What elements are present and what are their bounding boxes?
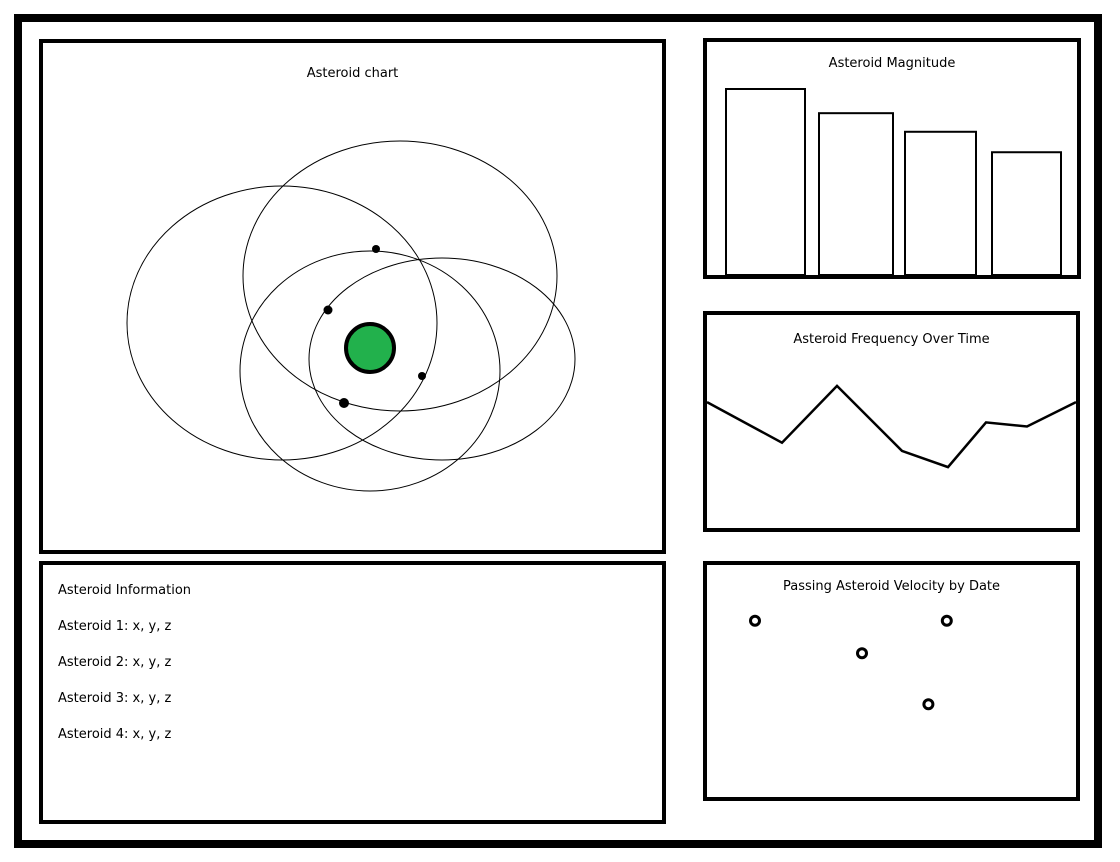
magnitude-bar bbox=[904, 130, 977, 276]
magnitude-chart-title: Asteroid Magnitude bbox=[828, 56, 956, 71]
orbit-ellipse bbox=[239, 250, 501, 492]
info-line-asteroid-1: Asteroid 1: x, y, z bbox=[58, 619, 172, 634]
velocity-scatter-chart bbox=[749, 614, 953, 711]
asteroid-info-panel: Asteroid Information Asteroid 1: x, y, z… bbox=[39, 561, 666, 824]
velocity-point bbox=[856, 647, 868, 660]
info-line-asteroid-2: Asteroid 2: x, y, z bbox=[58, 655, 172, 670]
velocity-chart-title: Passing Asteroid Velocity by Date bbox=[782, 579, 1001, 594]
frequency-line-chart bbox=[706, 384, 1077, 469]
asteroid-marker[interactable] bbox=[339, 398, 349, 408]
velocity-point bbox=[749, 614, 761, 627]
velocity-point bbox=[940, 614, 953, 627]
info-line-asteroid-3: Asteroid 3: x, y, z bbox=[58, 691, 172, 706]
asteroid-chart-title: Asteroid chart bbox=[306, 66, 399, 81]
asteroid-marker[interactable] bbox=[372, 245, 380, 253]
info-line-asteroid-4: Asteroid 4: x, y, z bbox=[58, 727, 172, 742]
asteroid-marker[interactable] bbox=[418, 372, 426, 380]
magnitude-bar bbox=[818, 112, 894, 277]
magnitude-bar-chart bbox=[725, 88, 1062, 277]
frequency-series-line bbox=[706, 384, 1077, 469]
asteroid-marker[interactable] bbox=[323, 305, 333, 315]
orbit-diagram bbox=[126, 140, 576, 492]
info-title: Asteroid Information bbox=[58, 583, 192, 598]
magnitude-bar bbox=[991, 151, 1062, 276]
frequency-chart-panel: Asteroid Frequency Over Time bbox=[703, 311, 1080, 532]
orbit-ellipse bbox=[308, 257, 576, 461]
magnitude-chart-panel: Asteroid Magnitude bbox=[703, 38, 1081, 279]
asteroid-chart-panel: Asteroid chart bbox=[39, 39, 666, 554]
velocity-chart-panel: Passing Asteroid Velocity by Date bbox=[703, 561, 1080, 801]
frequency-chart-title: Asteroid Frequency Over Time bbox=[793, 332, 990, 347]
velocity-point bbox=[922, 698, 935, 711]
sun-marker[interactable] bbox=[344, 322, 396, 374]
magnitude-bar bbox=[725, 88, 806, 276]
orbit-ellipse bbox=[242, 140, 558, 412]
orbit-ellipse bbox=[126, 185, 438, 461]
